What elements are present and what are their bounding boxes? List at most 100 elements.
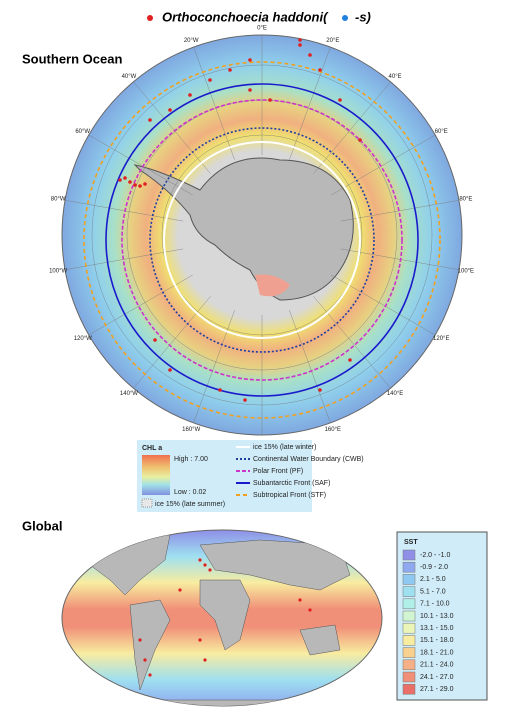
south-america	[129, 599, 171, 691]
legend-title: SST	[404, 539, 418, 546]
legend-label: 21.1 - 24.0	[420, 662, 454, 669]
legend-label: 13.1 - 15.0	[420, 625, 454, 632]
africa	[199, 579, 251, 651]
observation	[318, 388, 322, 392]
legend-swatch	[402, 574, 416, 585]
observation	[118, 178, 122, 182]
longitude-label: 60°E	[435, 129, 448, 135]
legend-swatch	[402, 561, 416, 573]
longitude-label: 120°W	[74, 336, 92, 342]
observation	[178, 588, 182, 592]
observation	[143, 182, 147, 186]
longitude-label: 100°E	[458, 269, 474, 275]
legend-swatch	[402, 610, 416, 622]
longitude-label: 20°E	[326, 38, 339, 44]
sst-legend: SST -2.0 - -1.0 -0.9 - 2.0 2.1 - 5.0 5.1 - …	[396, 531, 488, 701]
polar-map	[61, 34, 463, 436]
blue-dot	[342, 15, 348, 21]
legend-swatch	[402, 622, 416, 634]
observation	[348, 358, 352, 362]
legend-label: 5.1 - 7.0	[420, 588, 446, 595]
longitude-label: 160°E	[325, 427, 341, 433]
ice-shelf	[255, 274, 290, 297]
legend-label: Subantarctic Front (SAF)	[253, 480, 330, 487]
observation	[168, 108, 172, 112]
front-line	[121, 99, 403, 381]
longitude-label: 80°E	[459, 197, 472, 203]
observation	[298, 43, 302, 47]
legend-label: ice 15% (late summer)	[155, 501, 225, 508]
legend-swatch	[402, 549, 416, 561]
observation	[338, 98, 342, 102]
observation	[203, 658, 207, 662]
australia	[299, 624, 341, 656]
section-title: Southern Ocean	[22, 51, 122, 66]
front-line	[83, 61, 441, 419]
observation	[153, 338, 157, 342]
longitude-label: 80°W	[51, 197, 66, 203]
legend-label: -0.9 - 2.0	[420, 564, 448, 571]
legend-label: 27.1 - 29.0	[420, 686, 454, 693]
observation	[168, 368, 172, 372]
observation	[143, 658, 147, 662]
observation	[218, 388, 222, 392]
observation	[243, 398, 247, 402]
observation	[318, 68, 322, 72]
observation	[188, 93, 192, 97]
observation	[358, 138, 362, 142]
legend-label: 2.1 - 5.0	[420, 576, 446, 583]
legend-label: 10.1 - 13.0	[420, 613, 454, 620]
parallel	[91, 64, 433, 406]
observation	[203, 563, 207, 567]
legend-label: Continental Water Boundary (CWB)	[253, 456, 364, 463]
observation	[308, 608, 312, 612]
longitude-label: 20°W	[184, 38, 199, 44]
longitude-label: 40°W	[122, 74, 137, 80]
legend-label: ice 15% (late winter)	[253, 444, 316, 451]
longitude-label: 160°W	[182, 427, 200, 433]
longitude-label: 120°E	[433, 336, 449, 342]
legend-swatch	[402, 598, 416, 610]
longitude-label: 140°E	[387, 391, 403, 397]
observation	[133, 183, 137, 187]
observation	[298, 38, 302, 42]
title-species: Orthoconchoecia haddoni(	[162, 9, 329, 24]
longitude-label: 0°E	[257, 26, 267, 32]
legend-label: 24.1 - 27.0	[420, 674, 454, 681]
legend-swatch	[402, 635, 416, 646]
legend-label: 18.1 - 21.0	[420, 649, 454, 656]
observation	[123, 176, 127, 180]
legend-label: Polar Front (PF)	[253, 468, 303, 475]
section-title: Global	[22, 518, 62, 533]
observation	[148, 673, 152, 677]
legend-label: High : 7.00	[174, 456, 208, 463]
front-line	[163, 141, 361, 339]
chl-bar	[142, 455, 170, 495]
longitude-label: 40°E	[389, 74, 402, 80]
observation	[248, 58, 252, 62]
longitude-label: 60°W	[75, 129, 90, 135]
parallel	[126, 99, 398, 371]
observation	[208, 568, 212, 572]
legend-label: 15.1 - 18.0	[420, 637, 454, 644]
front-line	[149, 127, 375, 353]
observation	[138, 638, 142, 642]
parallel	[161, 134, 363, 336]
legend-label: -2.0 - -1.0	[420, 552, 450, 559]
legend-swatch	[402, 586, 416, 597]
global-map	[61, 529, 383, 707]
ice-swatch	[141, 498, 153, 508]
observation	[208, 78, 212, 82]
legend-swatch	[402, 647, 416, 658]
legend-swatch	[402, 671, 416, 683]
chl-legend: CHL a High : 7.00 Low : 0.02 ice 15% (la…	[137, 440, 364, 512]
observation	[248, 88, 252, 92]
legend-swatch	[402, 683, 416, 695]
legend-label: Low : 0.02	[174, 489, 206, 496]
observation	[268, 98, 272, 102]
observation	[198, 638, 202, 642]
observation	[138, 184, 142, 188]
longitude-label: 140°W	[120, 391, 138, 397]
legend-label: 7.1 - 10.0	[420, 601, 450, 608]
